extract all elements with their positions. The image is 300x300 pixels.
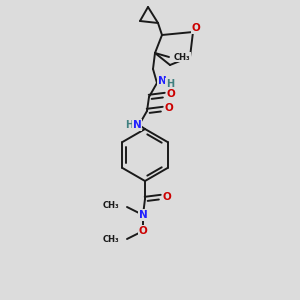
Text: CH₃: CH₃ xyxy=(174,52,190,62)
Text: O: O xyxy=(167,89,176,99)
Text: N: N xyxy=(133,120,141,130)
Text: CH₃: CH₃ xyxy=(102,235,119,244)
Text: H: H xyxy=(166,79,174,89)
Text: O: O xyxy=(163,192,171,202)
Text: CH₃: CH₃ xyxy=(102,200,119,209)
Text: O: O xyxy=(192,23,200,33)
Text: O: O xyxy=(165,103,173,113)
Text: N: N xyxy=(158,76,166,86)
Text: N: N xyxy=(139,210,147,220)
Text: H: H xyxy=(125,120,133,130)
Text: O: O xyxy=(139,226,147,236)
